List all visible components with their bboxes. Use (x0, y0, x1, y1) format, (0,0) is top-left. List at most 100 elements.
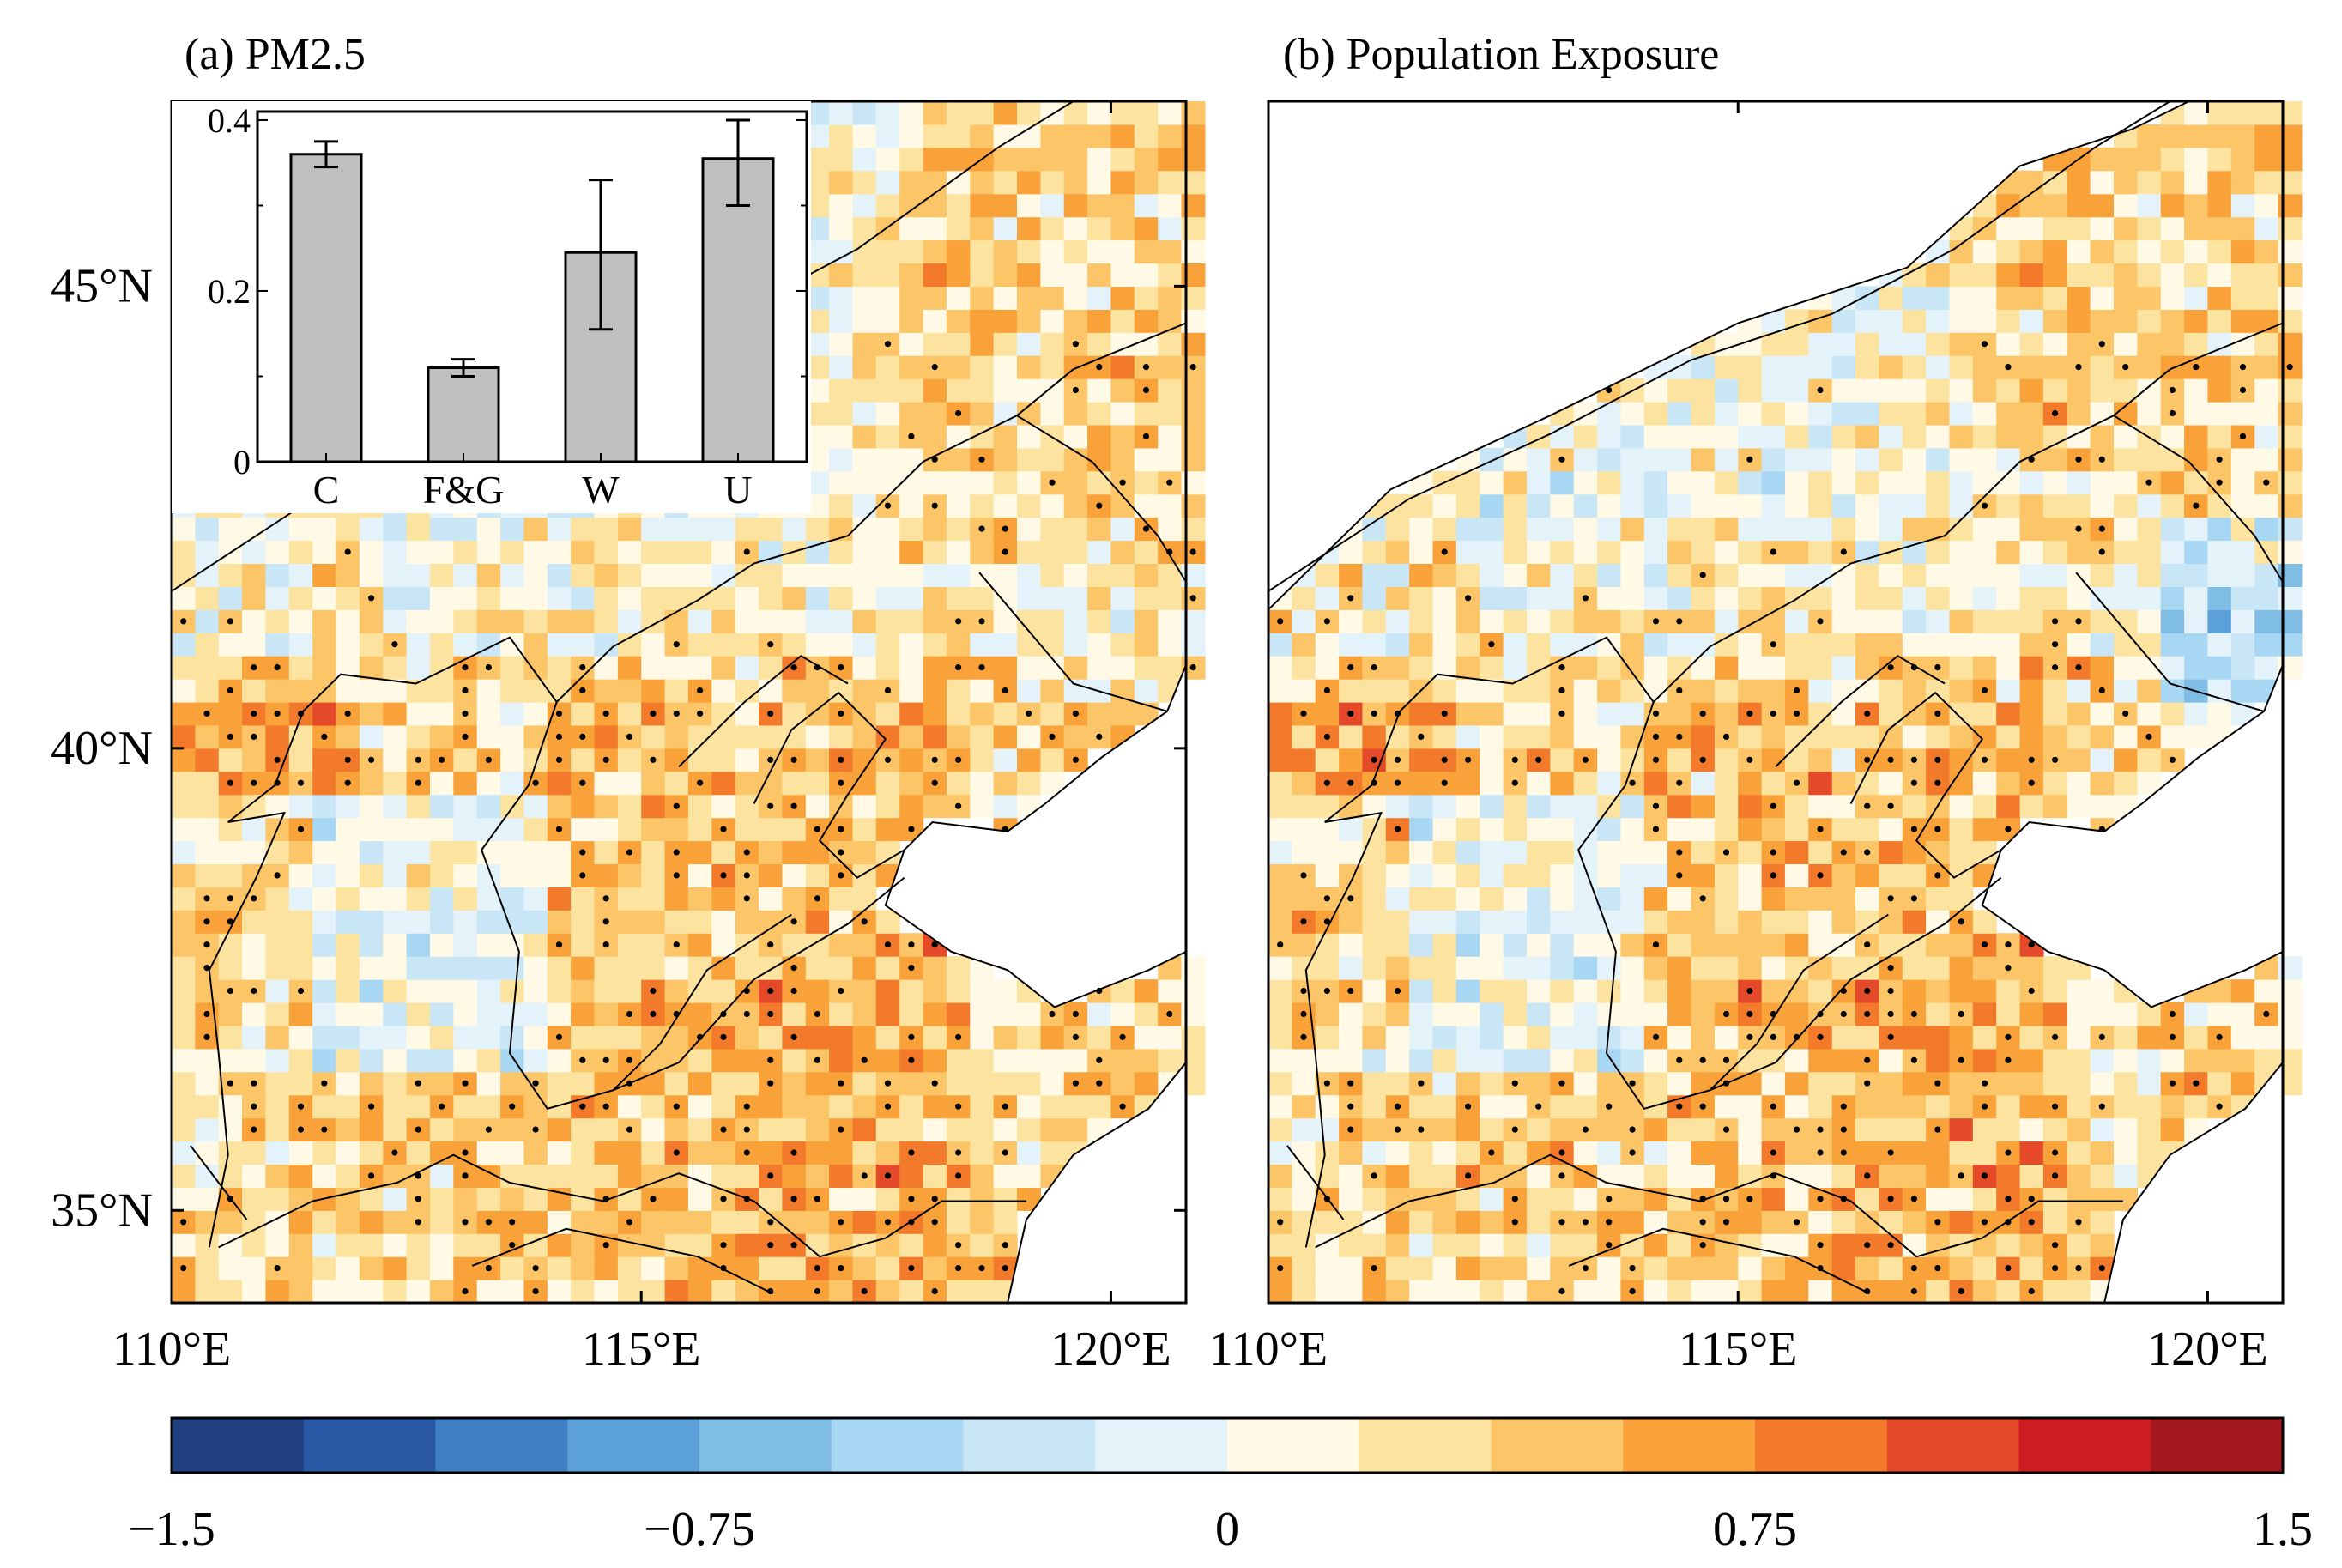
significance-dot (978, 618, 985, 625)
significance-dot (274, 872, 281, 879)
grid-cell (1831, 609, 1856, 633)
significance-dot (2098, 456, 2105, 463)
grid-cell (2230, 239, 2255, 263)
grid-cell (2230, 979, 2255, 1003)
grid-cell (2160, 332, 2185, 356)
grid-cell (852, 1071, 877, 1096)
grid-cell (500, 887, 525, 911)
grid-cell (1831, 332, 1856, 356)
significance-dot (602, 941, 609, 948)
grid-cell (1432, 679, 1457, 703)
significance-dot (1699, 1219, 1706, 1226)
grid-cell (1808, 771, 1833, 796)
grid-cell (1385, 910, 1410, 934)
grid-cell (1784, 402, 1809, 426)
x-tick-label: 120°E (2147, 1323, 2268, 1376)
grid-cell (430, 771, 454, 796)
significance-dot (1864, 802, 1871, 809)
grid-cell (406, 863, 431, 887)
grid-cell (2114, 263, 2138, 287)
grid-cell (1972, 517, 1997, 542)
grid-cell (383, 863, 408, 887)
grid-cell (571, 933, 596, 957)
grid-cell (829, 1002, 854, 1026)
grid-cell (288, 517, 313, 542)
grid-cell (547, 540, 572, 564)
grid-cell (2042, 263, 2067, 287)
grid-cell (1784, 863, 1809, 887)
grid-cell (923, 378, 947, 403)
grid-cell (1714, 1256, 1739, 1280)
grid-cell (1455, 656, 1480, 680)
grid-cell (1902, 979, 1927, 1003)
grid-cell (336, 1002, 360, 1026)
grid-cell (1808, 1164, 1833, 1188)
grid-cell (1784, 424, 1809, 449)
grid-cell (1550, 724, 1575, 749)
grid-cell (1063, 263, 1088, 287)
grid-cell (1691, 679, 1716, 703)
grid-cell (1432, 517, 1457, 542)
grid-cell (923, 332, 947, 356)
grid-cell (2207, 540, 2232, 564)
grid-cell (970, 1094, 995, 1119)
grid-cell (664, 609, 689, 633)
grid-cell (1738, 1280, 1763, 1304)
significance-dot (1072, 1033, 1079, 1040)
grid-cell (664, 586, 689, 610)
grid-cell (1455, 1002, 1480, 1026)
grid-cell (711, 679, 736, 703)
grid-cell (265, 910, 290, 934)
grid-cell (1972, 1280, 1997, 1304)
grid-cell (1714, 540, 1739, 564)
grid-cell (923, 1094, 947, 1119)
grid-cell (2090, 424, 2115, 449)
grid-cell (523, 702, 548, 726)
significance-dot (1002, 1149, 1008, 1156)
grid-cell (1550, 910, 1575, 934)
grid-cell (1620, 424, 1645, 449)
grid-cell (1738, 1256, 1763, 1280)
grid-cell (2137, 563, 2162, 587)
grid-cell (383, 840, 408, 864)
grid-cell (2019, 216, 2044, 241)
grid-cell (265, 563, 290, 587)
grid-cell (1949, 563, 1974, 587)
province-border (2075, 572, 2265, 712)
grid-cell (2067, 1164, 2091, 1188)
grid-cell (1087, 702, 1112, 726)
significance-dot (1606, 1219, 1613, 1226)
grid-cell (571, 540, 596, 564)
grid-cell (805, 679, 830, 703)
significance-dot (1371, 1265, 1377, 1272)
grid-cell (1902, 378, 1927, 403)
grid-cell (1738, 887, 1763, 911)
grid-cell (782, 609, 807, 633)
grid-cell (2067, 1141, 2091, 1165)
grid-cell (875, 540, 900, 564)
grid-cell (1855, 493, 1879, 518)
grid-cell (571, 563, 596, 587)
grid-cell (2019, 586, 2044, 610)
grid-cell (2042, 679, 2067, 703)
grid-cell (1017, 771, 1041, 796)
significance-dot (1958, 1172, 1964, 1179)
grid-cell (829, 239, 854, 263)
significance-dot (297, 987, 305, 995)
grid-cell (970, 979, 995, 1003)
grid-cell (1292, 794, 1316, 819)
grid-cell (430, 794, 454, 819)
grid-cell (899, 1094, 924, 1119)
grid-cell (1831, 1280, 1856, 1304)
grid-cell (383, 1233, 408, 1257)
grid-cell (1597, 863, 1622, 887)
grid-cell (594, 1210, 619, 1234)
grid-cell (2137, 147, 2162, 172)
grid-cell (2184, 1025, 2209, 1050)
grid-cell (852, 724, 877, 749)
grid-cell (617, 1256, 642, 1280)
grid-cell (782, 863, 807, 887)
grid-cell (195, 1048, 220, 1073)
grid-cell (1597, 447, 1622, 472)
grid-cell (1573, 702, 1598, 726)
